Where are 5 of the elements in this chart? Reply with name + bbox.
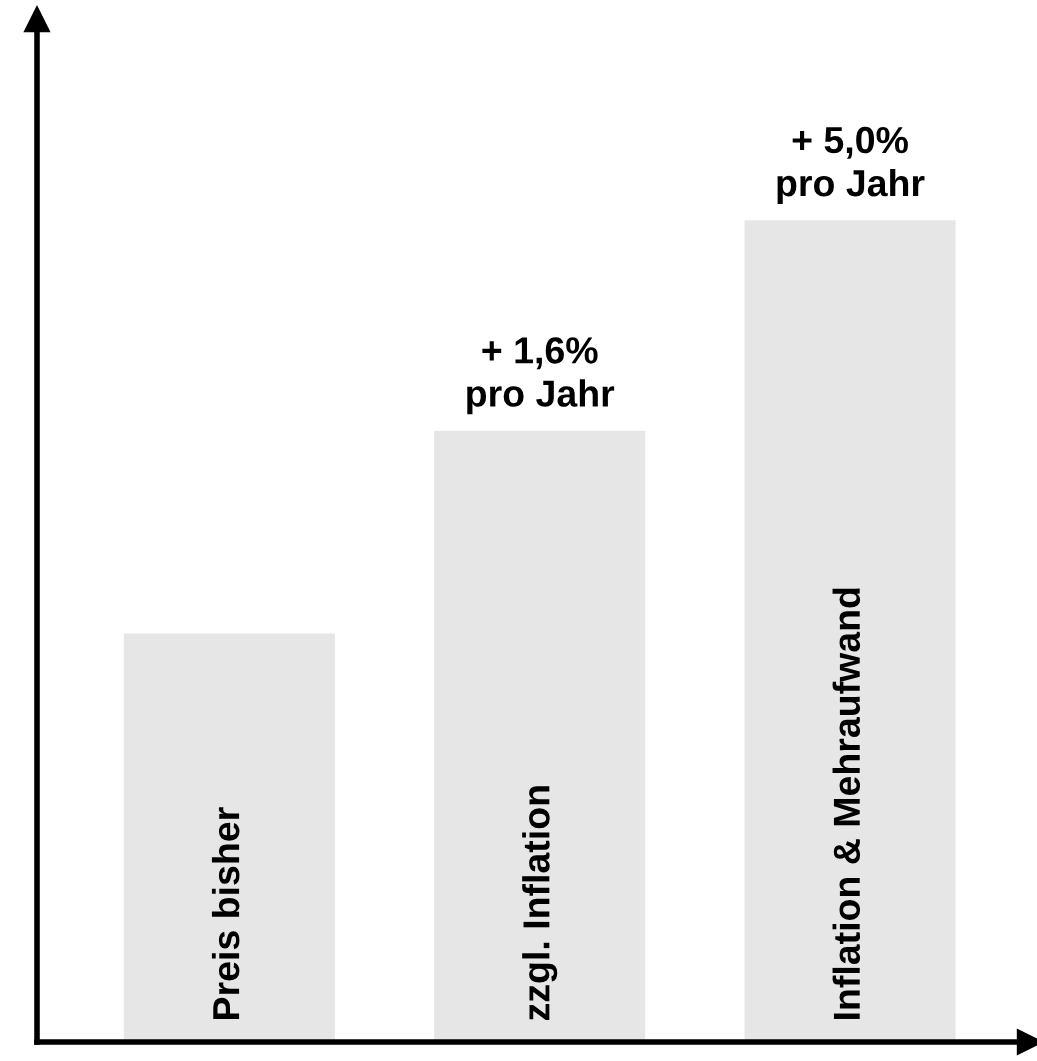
x-tick-label: Inflation & Mehraufwand (832, 588, 861, 1019)
annotation: + 5,0% pro Jahr (777, 126, 925, 204)
x-tick-label: Preis bisher (211, 807, 240, 1019)
annotation: + 1,6% pro Jahr (467, 337, 615, 415)
x-tick-label: zzgl. Inflation (522, 786, 558, 1020)
